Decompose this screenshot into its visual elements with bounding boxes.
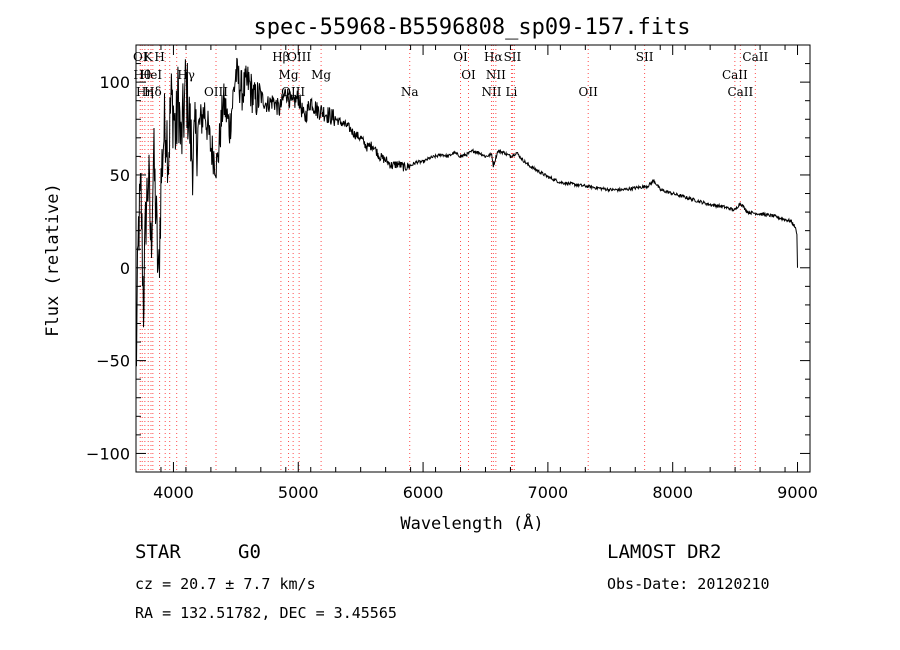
spectral-line-label: OI: [461, 68, 476, 82]
x-axis-label: Wavelength (Å): [400, 512, 543, 534]
observation-date: Obs-Date: 20120210: [607, 575, 770, 593]
plot-frame: [135, 44, 811, 473]
x-tick-label: 8000: [652, 483, 693, 502]
object-class: STAR: [135, 541, 181, 563]
axis-ticks: 4000 5000 6000 7000 8000 9000 −100 −50 0 50 100: [86, 44, 818, 502]
redshift-cz: cz = 20.7 ± 7.7 km/s: [135, 575, 316, 593]
y-axis-label: Flux (relative): [43, 183, 63, 337]
y-tick-label: −50: [96, 352, 130, 371]
x-tick-label: 6000: [403, 483, 444, 502]
spectral-line-label: CaII: [727, 85, 753, 99]
y-tick-label: 0: [120, 259, 130, 278]
x-tick-label: 7000: [528, 483, 569, 502]
spectral-line-label: Hα: [484, 50, 503, 64]
spectral-line-label: CaII: [722, 68, 748, 82]
object-subclass: G0: [238, 541, 261, 563]
x-tick-label: 4000: [153, 483, 194, 502]
survey-name: LAMOST DR2: [607, 541, 722, 563]
spectral-line-label: Mg: [311, 68, 331, 82]
spectral-line-label: NII: [486, 68, 506, 82]
y-tick-label: −100: [86, 444, 130, 463]
spectral-line-label: Na: [401, 85, 419, 99]
spectral-line-label: NII: [481, 85, 501, 99]
spectral-line-label: SII: [636, 50, 654, 64]
spectral-line-label: Hη: [136, 85, 154, 99]
x-tick-label: 5000: [278, 483, 319, 502]
spectral-line-label: OIII: [204, 85, 228, 99]
spectral-line-labels: OIHθHηKHeIHδHHγOIIIHβMgOIIIOIIIMgNaOIOIN…: [133, 50, 769, 99]
y-tick-label: 50: [110, 166, 130, 185]
chart-title: spec-55968-B5596808_sp09-157.fits: [253, 15, 690, 40]
spectral-line-label: Mg: [279, 68, 299, 82]
ra-dec-coordinates: RA = 132.51782, DEC = 3.45565: [135, 604, 397, 622]
spectral-lines-layer: [139, 45, 756, 472]
spectral-line-label: CaII: [742, 50, 768, 64]
spectral-line-label: OI: [133, 50, 148, 64]
spectral-line-label: K: [144, 50, 154, 64]
spectral-line-label: H: [154, 50, 164, 64]
spectral-line-label: OIII: [287, 50, 311, 64]
spectral-line-label: SII: [504, 50, 522, 64]
spectral-line-label: Hθ: [133, 68, 151, 82]
spectral-line-label: Hδ: [144, 85, 162, 99]
spectral-line-label: Hβ: [272, 50, 289, 64]
spectral-line-label: HeI: [140, 68, 163, 82]
spectral-line-label: Li: [506, 85, 518, 99]
x-tick-label: 9000: [777, 483, 818, 502]
spectral-line-label: OII: [579, 85, 599, 99]
spectral-line-label: OI: [453, 50, 468, 64]
spectrum-line: [135, 57, 798, 367]
y-tick-label: 100: [99, 73, 130, 92]
